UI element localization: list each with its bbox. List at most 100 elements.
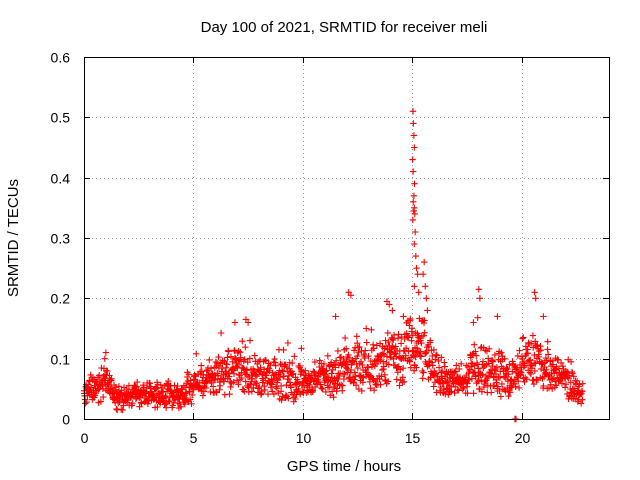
data-point	[412, 353, 419, 361]
data-point	[471, 341, 478, 348]
data-point	[396, 382, 403, 389]
data-point	[484, 374, 491, 382]
data-point	[410, 192, 418, 199]
data-point	[470, 319, 477, 326]
data-point	[285, 395, 292, 402]
data-point	[339, 382, 346, 389]
data-point	[324, 352, 331, 359]
data-point	[438, 367, 446, 375]
data-point	[223, 361, 231, 368]
data-point	[380, 363, 387, 370]
data-point	[123, 385, 131, 393]
data-point	[515, 378, 522, 385]
data-point	[179, 386, 186, 393]
data-point	[519, 335, 526, 342]
data-point	[322, 368, 329, 375]
data-point	[304, 387, 311, 394]
data-point	[384, 329, 391, 337]
data-point	[516, 361, 524, 369]
data-point	[395, 331, 402, 338]
data-point	[284, 339, 292, 347]
data-point	[239, 365, 247, 372]
data-point	[545, 351, 552, 358]
data-point	[470, 390, 477, 397]
data-point	[119, 406, 126, 414]
y-tick-label: 0.5	[51, 110, 71, 126]
data-point	[506, 361, 513, 368]
data-point	[571, 395, 579, 402]
data-point	[101, 355, 108, 362]
data-point	[420, 332, 427, 339]
data-point	[410, 132, 418, 139]
data-point	[96, 372, 103, 379]
data-point	[409, 108, 417, 115]
data-point	[215, 353, 222, 361]
data-point	[420, 369, 427, 376]
data-point	[435, 378, 442, 385]
data-point	[286, 379, 294, 386]
data-point	[527, 340, 535, 347]
data-point	[216, 386, 223, 393]
data-point	[242, 344, 249, 351]
data-point	[240, 365, 248, 372]
data-point	[319, 385, 326, 393]
data-point	[412, 252, 419, 260]
data-point	[384, 378, 392, 385]
data-point	[576, 381, 583, 388]
data-point	[248, 388, 256, 395]
data-point	[345, 354, 353, 362]
data-point	[365, 353, 372, 360]
data-point	[278, 382, 285, 390]
data-point	[527, 370, 535, 378]
data-point	[507, 384, 515, 391]
data-point	[190, 386, 197, 393]
data-point	[220, 378, 228, 385]
gridlines	[84, 57, 609, 419]
data-point	[256, 384, 263, 391]
data-point	[212, 388, 220, 395]
data-point	[370, 387, 378, 394]
data-point	[332, 313, 339, 320]
data-point	[389, 335, 396, 343]
data-point	[378, 366, 386, 374]
data-point	[336, 372, 343, 380]
data-point	[554, 356, 562, 364]
axis-ticks	[84, 57, 609, 420]
data-point	[136, 403, 143, 410]
data-point	[452, 368, 459, 375]
data-point	[227, 353, 235, 360]
data-point	[186, 388, 193, 395]
data-point	[537, 365, 545, 373]
data-point	[451, 389, 458, 397]
data-point	[416, 352, 424, 359]
data-point	[244, 319, 252, 326]
data-point	[350, 347, 358, 354]
data-point	[459, 385, 466, 393]
data-point	[529, 332, 537, 339]
data-point	[216, 382, 224, 389]
data-point	[230, 370, 238, 377]
data-point	[296, 380, 303, 388]
data-point	[452, 383, 459, 390]
data-point	[368, 326, 375, 333]
data-point	[549, 385, 556, 392]
data-point	[411, 144, 418, 151]
data-point	[410, 198, 417, 205]
data-point	[498, 380, 506, 388]
x-axis-label: GPS time / hours	[287, 458, 401, 475]
data-point	[412, 228, 419, 236]
data-point	[273, 385, 281, 392]
data-point	[343, 358, 350, 365]
data-point	[230, 379, 237, 386]
data-point	[373, 342, 380, 349]
data-point	[239, 338, 246, 345]
data-point	[438, 354, 445, 361]
data-point	[573, 377, 581, 385]
data-point	[479, 371, 486, 378]
data-point	[428, 359, 435, 366]
data-point	[129, 400, 136, 407]
data-point	[414, 271, 421, 278]
data-point	[390, 331, 398, 339]
data-point	[379, 350, 386, 357]
data-point	[505, 371, 512, 378]
